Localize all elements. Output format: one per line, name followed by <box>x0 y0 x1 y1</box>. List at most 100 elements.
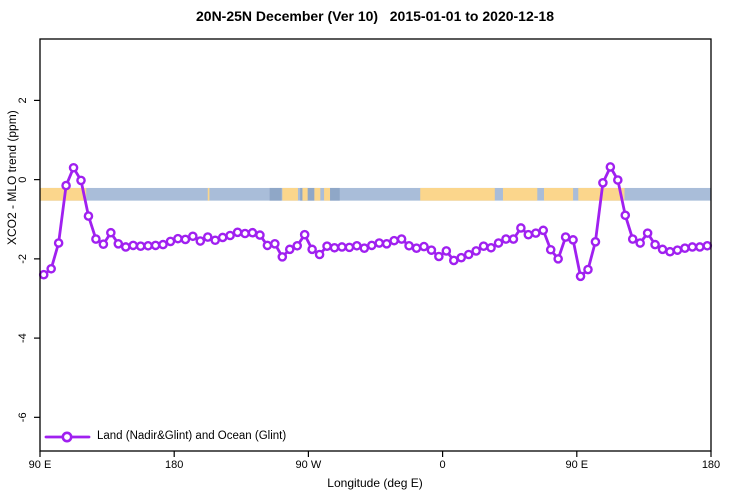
data-point-marker <box>53 238 64 248</box>
data-point-marker <box>560 232 571 242</box>
data-point-marker <box>389 235 399 246</box>
data-point-marker <box>538 225 549 236</box>
data-point-marker <box>627 234 638 244</box>
data-point-marker <box>322 241 332 251</box>
land-patch <box>502 187 538 201</box>
data-point-marker <box>486 242 496 253</box>
data-point-marker <box>419 241 429 252</box>
data-point-marker <box>46 263 56 274</box>
data-point-marker <box>61 180 71 191</box>
data-point-marker <box>374 238 385 248</box>
y-tick-label: -6 <box>17 412 29 422</box>
land-patch <box>324 187 331 201</box>
data-point-marker <box>434 251 444 262</box>
data-point-marker <box>135 241 146 251</box>
data-point-marker <box>329 242 340 253</box>
data-point-marker <box>501 234 511 244</box>
data-point-marker <box>217 232 228 243</box>
data-point-marker <box>657 244 668 255</box>
data-point-marker <box>366 240 377 251</box>
land-ocean-map-band <box>40 187 711 201</box>
data-point-marker <box>68 162 79 173</box>
data-point-marker <box>344 242 355 253</box>
ocean-shade-patch <box>269 187 282 201</box>
data-point-marker <box>158 239 168 250</box>
data-point-marker <box>247 227 258 238</box>
data-point-marker <box>448 255 459 266</box>
land-patch <box>302 187 308 201</box>
data-point-marker <box>545 244 556 255</box>
data-point-marker <box>575 271 586 282</box>
data-point-marker <box>568 235 578 245</box>
data-point-marker <box>396 234 407 244</box>
data-point-marker <box>665 246 675 257</box>
data-point-marker <box>523 229 534 240</box>
data-point-marker <box>240 228 250 239</box>
x-tick-label: 90 E <box>565 459 588 471</box>
land-patch <box>207 187 210 201</box>
data-point-marker <box>426 245 437 255</box>
data-point-marker <box>38 269 49 280</box>
data-point-marker <box>352 240 362 251</box>
land-patch <box>420 187 495 201</box>
data-point-marker <box>270 239 280 249</box>
data-point-marker <box>672 245 683 255</box>
land-patch <box>40 187 87 201</box>
series-line <box>42 165 709 278</box>
data-point-marker <box>553 254 563 264</box>
data-point-marker <box>381 239 392 249</box>
plot-box <box>39 38 712 452</box>
data-point-marker <box>106 227 116 238</box>
data-point-marker <box>337 242 347 252</box>
data-point-marker <box>292 240 303 251</box>
series-land-ocean <box>38 162 713 282</box>
y-tick-label: -4 <box>17 333 29 343</box>
data-point-marker <box>307 244 317 255</box>
data-point-marker <box>202 232 213 242</box>
data-point-marker <box>590 237 601 247</box>
chart-title: 20N-25N December (Ver 10) 2015-01-01 to … <box>196 8 554 24</box>
x-tick-label: 0 <box>440 459 446 471</box>
data-point-marker <box>650 239 660 250</box>
data-point-marker <box>195 236 206 246</box>
data-point-marker <box>284 244 295 255</box>
data-point-marker <box>613 175 623 185</box>
x-tick-label: 90 W <box>296 459 322 471</box>
data-point-marker <box>113 239 124 249</box>
data-point-marker <box>463 249 474 260</box>
data-point-marker <box>471 246 481 256</box>
data-point-marker <box>173 233 183 244</box>
data-point-marker <box>277 252 288 262</box>
ocean-shade-patch <box>330 187 340 201</box>
x-axis-label: Longitude (deg E) <box>327 476 423 490</box>
data-point-marker <box>232 227 243 238</box>
data-point-marker <box>180 234 191 245</box>
data-point-marker <box>165 236 176 247</box>
data-point-marker <box>91 234 101 244</box>
data-point-marker <box>120 242 131 252</box>
x-tick-label: 90 E <box>29 459 52 471</box>
data-point-marker <box>83 211 94 221</box>
data-point-marker <box>516 223 526 233</box>
data-point-marker <box>225 230 235 241</box>
legend-label: Land (Nadir&Glint) and Ocean (Glint) <box>97 430 287 442</box>
data-point-marker <box>150 240 161 251</box>
data-point-marker <box>687 242 698 252</box>
land-patch <box>543 187 574 201</box>
land-patch <box>314 187 321 201</box>
data-point-marker <box>635 238 645 248</box>
data-point-marker <box>359 243 370 253</box>
data-point-marker <box>404 240 414 251</box>
legend-marker <box>44 431 91 443</box>
x-axis-ticks: 90 E 180 90 W 0 90 E 180 <box>29 451 720 471</box>
y-tick-label: 2 <box>17 97 29 103</box>
data-point-marker <box>76 175 86 186</box>
data-point-marker <box>680 243 690 253</box>
data-point-marker <box>456 252 467 263</box>
data-point-marker <box>128 240 138 251</box>
x-tick-label: 180 <box>165 459 183 471</box>
data-point-marker <box>299 229 310 240</box>
data-point-marker <box>143 240 153 251</box>
data-point-marker <box>583 264 593 275</box>
